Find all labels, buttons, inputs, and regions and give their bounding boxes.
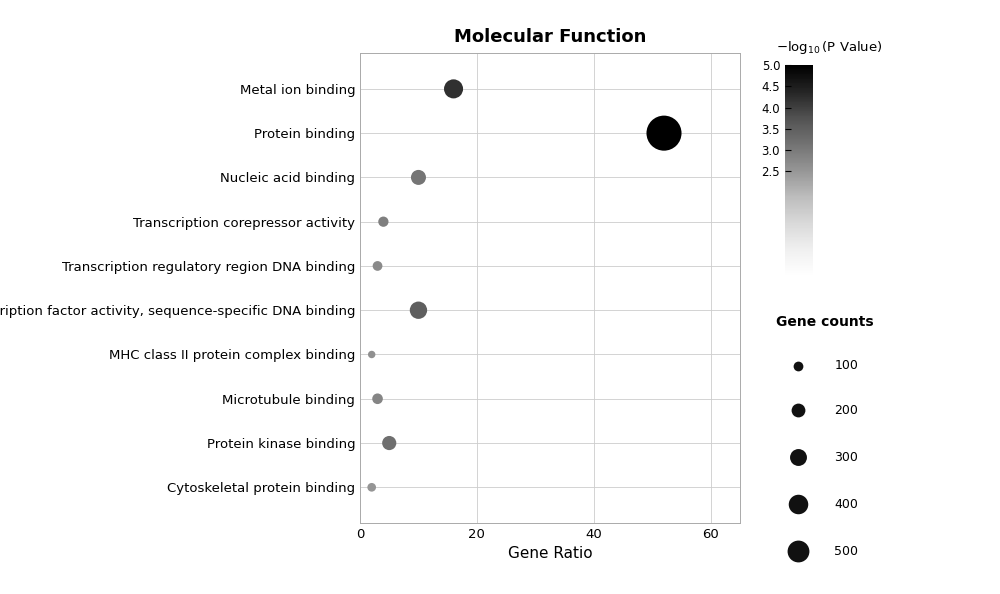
Point [790,500,806,509]
Point [381,438,397,448]
Point [364,482,380,492]
Text: Gene counts: Gene counts [776,315,874,329]
Point [446,84,462,94]
Text: 300: 300 [834,451,858,464]
Point [790,406,806,415]
Title: Molecular Function: Molecular Function [454,29,646,46]
Point [790,453,806,462]
Point [790,546,806,556]
Point [410,305,426,315]
Text: $-\log_{10}$(P Value): $-\log_{10}$(P Value) [776,39,883,56]
Text: 400: 400 [834,498,858,511]
Point [656,128,672,138]
Text: 100: 100 [834,359,858,372]
Point [370,261,386,271]
Point [364,350,380,359]
Text: 500: 500 [834,545,858,558]
X-axis label: Gene Ratio: Gene Ratio [508,546,592,561]
Point [375,217,391,226]
Text: 200: 200 [834,404,858,417]
Point [370,394,386,403]
Point [410,173,426,182]
Point [790,361,806,371]
